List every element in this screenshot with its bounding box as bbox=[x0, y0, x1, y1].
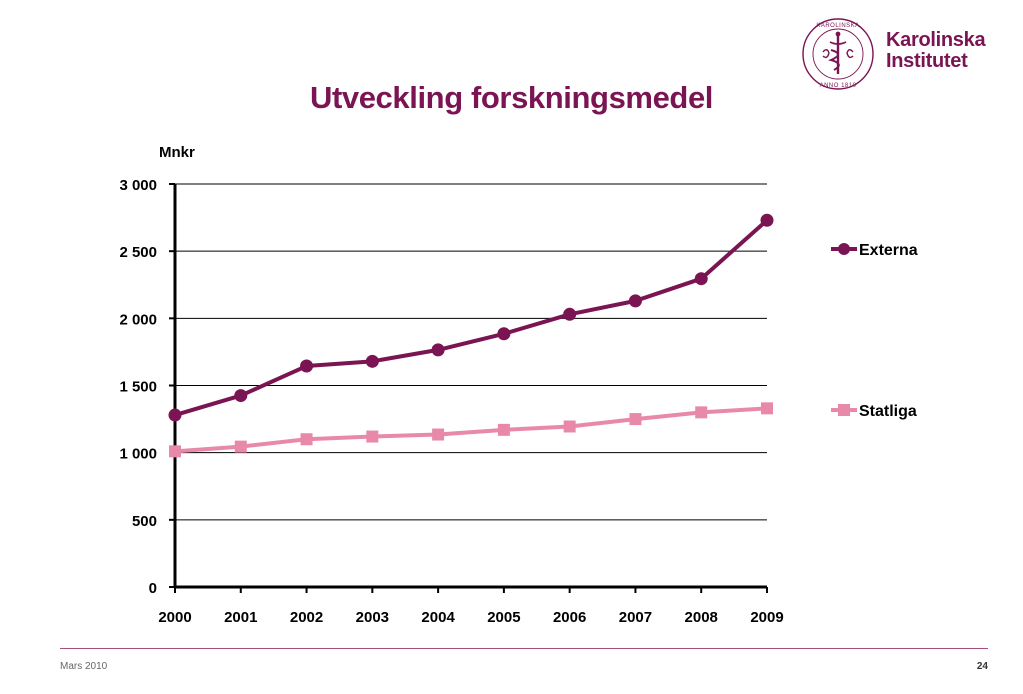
x-tick-label: 2001 bbox=[224, 609, 257, 626]
y-tick-label: 3 000 bbox=[119, 177, 157, 194]
data-point-statliga bbox=[366, 430, 379, 443]
footer-divider bbox=[60, 648, 988, 649]
y-tick-label: 1 500 bbox=[119, 379, 157, 396]
data-point-statliga bbox=[695, 406, 708, 419]
legend-label: Externa bbox=[859, 242, 918, 259]
logo-line-1: Karolinska bbox=[886, 29, 986, 51]
logo-line-2: Institutet bbox=[886, 50, 968, 72]
x-tick-label: 2007 bbox=[619, 609, 652, 626]
x-tick-label: 2000 bbox=[158, 609, 191, 626]
data-point-externa bbox=[563, 307, 577, 321]
y-tick-label: 500 bbox=[132, 513, 157, 530]
footer-date: Mars 2010 bbox=[60, 661, 108, 672]
x-tick-label: 2006 bbox=[553, 609, 586, 626]
data-point-externa bbox=[497, 327, 511, 341]
series-line-externa bbox=[174, 218, 769, 417]
karolinska-logo: KAROLINSKA ANNO 1810 Karolinska Institut… bbox=[800, 16, 1005, 90]
data-point-statliga bbox=[761, 402, 773, 415]
data-point-externa bbox=[431, 343, 445, 357]
data-point-statliga bbox=[234, 440, 247, 453]
footer-page-number: 24 bbox=[976, 661, 988, 672]
data-point-externa bbox=[168, 408, 182, 422]
data-point-statliga bbox=[629, 413, 642, 426]
logo-wordmark: Karolinska Institutet bbox=[886, 29, 986, 72]
data-point-statliga bbox=[563, 420, 576, 433]
data-point-externa bbox=[300, 359, 314, 373]
data-point-statliga bbox=[432, 428, 445, 441]
grid-layer bbox=[175, 183, 767, 521]
legend-marker bbox=[838, 404, 850, 416]
svg-text:KAROLINSKA: KAROLINSKA bbox=[816, 23, 859, 29]
x-tick-label: 2004 bbox=[421, 609, 455, 626]
y-tick-label: 1 000 bbox=[119, 446, 157, 463]
data-point-externa bbox=[234, 389, 248, 403]
data-point-statliga bbox=[300, 433, 313, 446]
legend-label: Statliga bbox=[859, 403, 917, 420]
series-line-statliga bbox=[174, 406, 768, 454]
legend-marker bbox=[838, 243, 850, 255]
data-point-statliga bbox=[497, 423, 510, 436]
y-tick-label: 2 500 bbox=[119, 244, 157, 261]
data-point-externa bbox=[694, 272, 708, 286]
ki-seal-icon: KAROLINSKA ANNO 1810 bbox=[802, 18, 874, 90]
x-tick-label: 2009 bbox=[750, 609, 783, 626]
y-axis-label: Mnkr bbox=[159, 144, 195, 161]
x-tick-label: 2005 bbox=[487, 609, 520, 626]
data-point-externa bbox=[628, 294, 642, 308]
slide-title: Utveckling forskningsmedel bbox=[309, 80, 714, 115]
y-tick-label: 2 000 bbox=[119, 311, 157, 328]
data-point-externa bbox=[760, 213, 774, 227]
legend-entry-externa: Externa bbox=[831, 242, 918, 259]
data-point-statliga bbox=[169, 445, 181, 458]
x-tick-label: 2002 bbox=[290, 609, 323, 626]
x-tick-label: 2008 bbox=[685, 609, 718, 626]
series-layer bbox=[168, 213, 774, 458]
legend-entry-statliga: Statliga bbox=[831, 403, 917, 420]
svg-text:ANNO 1810: ANNO 1810 bbox=[820, 83, 857, 89]
legend-layer: Externa Statliga bbox=[831, 242, 918, 420]
data-point-externa bbox=[365, 354, 379, 368]
x-tick-label: 2003 bbox=[356, 609, 389, 626]
y-tick-label: 0 bbox=[149, 580, 157, 597]
